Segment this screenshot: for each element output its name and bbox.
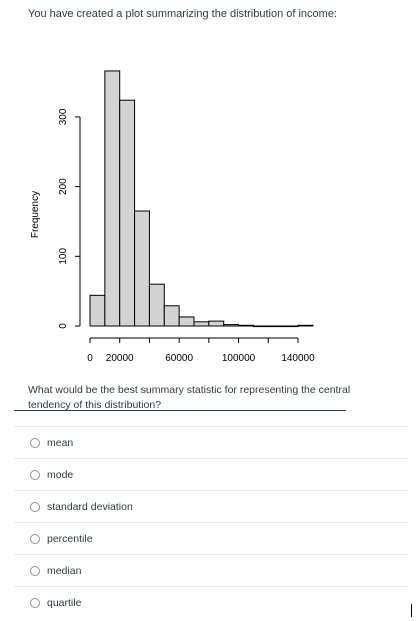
option-label: mode	[47, 468, 74, 481]
option-standard-deviation[interactable]: standard deviation	[14, 490, 408, 522]
x-axis-tick-label: 100000	[222, 353, 256, 364]
histogram-bar	[163, 305, 180, 327]
histogram-bar	[134, 210, 150, 327]
x-axis-tick-label: 60000	[165, 353, 193, 364]
y-axis-tick-label: 200	[58, 178, 69, 195]
histogram-bar	[282, 325, 299, 328]
option-mean[interactable]: mean	[14, 426, 408, 458]
histogram-bar	[104, 70, 121, 327]
x-axis-tick-label: 0	[87, 353, 93, 364]
y-axis-tick-label: 0	[58, 323, 69, 329]
option-quartile[interactable]: quartile	[14, 586, 408, 618]
question-divider	[14, 410, 346, 411]
histogram-bar	[193, 321, 210, 327]
radio-icon[interactable]	[30, 597, 40, 608]
histogram-bar	[238, 324, 254, 327]
option-mode[interactable]: mode	[14, 458, 408, 490]
radio-icon[interactable]	[30, 437, 40, 448]
histogram-bar	[148, 283, 165, 327]
option-label: percentile	[47, 532, 93, 545]
x-axis-tick-label: 140000	[281, 353, 315, 364]
option-label: median	[47, 564, 82, 577]
option-percentile[interactable]: percentile	[14, 522, 408, 554]
histogram-bar	[297, 324, 314, 327]
option-label: mean	[47, 436, 74, 449]
histogram-bar	[119, 99, 136, 327]
y-axis-label: Frequency	[30, 191, 41, 238]
y-axis-tick-label: 100	[58, 248, 69, 265]
histogram-bar	[208, 320, 225, 327]
question-prompt: You have created a plot summarizing the …	[28, 8, 337, 20]
histogram-bar	[178, 316, 195, 327]
radio-icon[interactable]	[30, 533, 40, 544]
income-histogram: 0 100 200 300 Frequency 0 20000 60000 100000 1400…	[30, 70, 315, 364]
option-label: standard deviation	[47, 500, 133, 513]
radio-icon[interactable]	[30, 469, 40, 480]
histogram-bar	[89, 294, 106, 327]
radio-icon[interactable]	[30, 565, 40, 576]
text-cursor-icon	[411, 604, 412, 617]
x-axis-tick-label: 20000	[106, 353, 134, 364]
option-median[interactable]: median	[14, 554, 408, 586]
histogram-bar	[252, 325, 269, 328]
option-label: quartile	[47, 596, 82, 609]
histogram-bar	[223, 324, 240, 327]
y-axis-tick-label: 300	[58, 108, 69, 125]
histogram-bar	[267, 325, 284, 328]
radio-icon[interactable]	[30, 501, 40, 512]
answer-options: mean mode standard deviation percentile …	[14, 426, 408, 618]
question-text: What would be the best summary statistic…	[28, 384, 351, 411]
